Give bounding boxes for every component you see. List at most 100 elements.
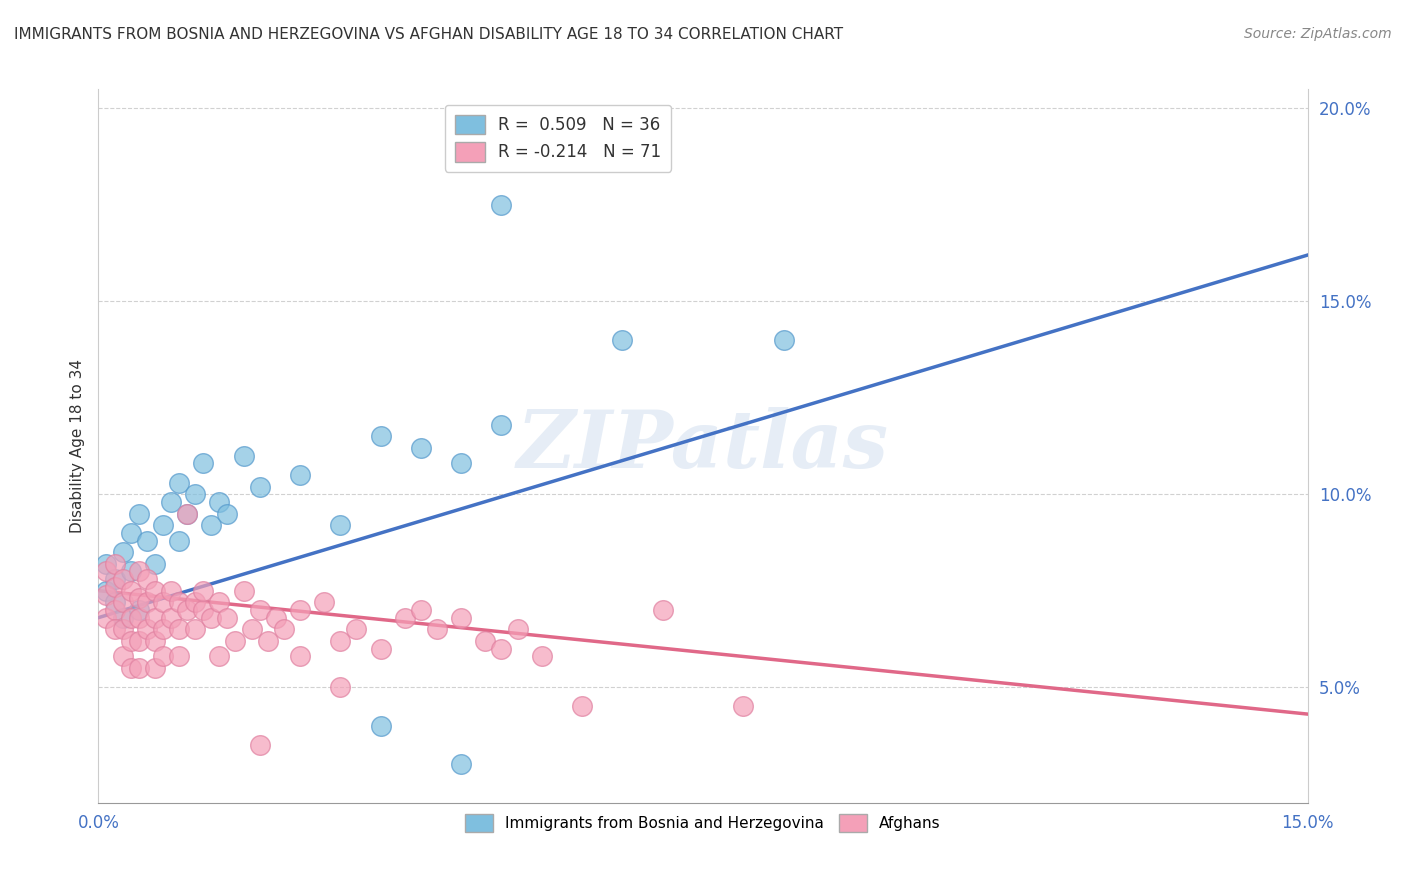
Point xyxy=(530,649,553,664)
Point xyxy=(143,610,166,624)
Point xyxy=(571,699,593,714)
Point xyxy=(370,429,392,443)
Point xyxy=(160,495,183,509)
Point xyxy=(344,622,367,636)
Point xyxy=(152,622,174,636)
Point xyxy=(120,633,142,648)
Point xyxy=(128,603,150,617)
Point xyxy=(240,622,263,636)
Point xyxy=(128,507,150,521)
Point xyxy=(208,595,231,609)
Point xyxy=(167,595,190,609)
Point xyxy=(96,587,118,601)
Point xyxy=(176,507,198,521)
Point xyxy=(120,525,142,540)
Point xyxy=(160,583,183,598)
Point xyxy=(103,557,125,571)
Point xyxy=(96,583,118,598)
Point xyxy=(111,572,134,586)
Point xyxy=(329,518,352,533)
Point xyxy=(103,572,125,586)
Point xyxy=(772,333,794,347)
Point xyxy=(120,565,142,579)
Point xyxy=(167,475,190,490)
Point xyxy=(143,661,166,675)
Point xyxy=(200,610,222,624)
Point xyxy=(128,565,150,579)
Point xyxy=(409,603,432,617)
Point xyxy=(193,603,215,617)
Point xyxy=(200,518,222,533)
Point xyxy=(249,479,271,493)
Point xyxy=(120,610,142,624)
Point xyxy=(143,583,166,598)
Point xyxy=(491,198,513,212)
Point xyxy=(491,417,513,432)
Point xyxy=(288,603,311,617)
Point xyxy=(135,572,157,586)
Point xyxy=(394,610,416,624)
Point xyxy=(152,595,174,609)
Point xyxy=(111,610,134,624)
Legend: Immigrants from Bosnia and Herzegovina, Afghans: Immigrants from Bosnia and Herzegovina, … xyxy=(460,808,946,838)
Point xyxy=(135,533,157,548)
Point xyxy=(184,487,207,501)
Point xyxy=(128,633,150,648)
Point xyxy=(450,757,472,772)
Point xyxy=(167,649,190,664)
Point xyxy=(329,633,352,648)
Point xyxy=(120,661,142,675)
Point xyxy=(217,507,239,521)
Point xyxy=(264,610,287,624)
Point xyxy=(96,557,118,571)
Point xyxy=(474,633,496,648)
Point xyxy=(288,649,311,664)
Point xyxy=(103,595,125,609)
Text: IMMIGRANTS FROM BOSNIA AND HERZEGOVINA VS AFGHAN DISABILITY AGE 18 TO 34 CORRELA: IMMIGRANTS FROM BOSNIA AND HERZEGOVINA V… xyxy=(14,27,844,42)
Point xyxy=(111,649,134,664)
Point xyxy=(128,661,150,675)
Point xyxy=(208,495,231,509)
Point xyxy=(450,610,472,624)
Point xyxy=(329,680,352,694)
Point xyxy=(103,622,125,636)
Point xyxy=(217,610,239,624)
Point xyxy=(314,595,336,609)
Text: Source: ZipAtlas.com: Source: ZipAtlas.com xyxy=(1244,27,1392,41)
Point xyxy=(224,633,246,648)
Point xyxy=(273,622,295,636)
Point xyxy=(370,641,392,656)
Point xyxy=(256,633,278,648)
Point xyxy=(120,583,142,598)
Point xyxy=(651,603,673,617)
Point xyxy=(176,507,198,521)
Point xyxy=(128,591,150,606)
Point xyxy=(491,641,513,656)
Y-axis label: Disability Age 18 to 34: Disability Age 18 to 34 xyxy=(69,359,84,533)
Point xyxy=(152,518,174,533)
Point xyxy=(506,622,529,636)
Point xyxy=(167,533,190,548)
Point xyxy=(450,456,472,470)
Point xyxy=(143,557,166,571)
Point xyxy=(232,583,254,598)
Point xyxy=(612,333,634,347)
Point xyxy=(135,622,157,636)
Point xyxy=(96,565,118,579)
Point xyxy=(612,120,634,135)
Point xyxy=(160,610,183,624)
Point xyxy=(111,545,134,559)
Point xyxy=(193,583,215,598)
Point xyxy=(135,595,157,609)
Point xyxy=(152,649,174,664)
Point xyxy=(184,622,207,636)
Point xyxy=(128,610,150,624)
Point xyxy=(249,603,271,617)
Point xyxy=(111,622,134,636)
Text: ZIPatlas: ZIPatlas xyxy=(517,408,889,484)
Point xyxy=(288,467,311,482)
Point xyxy=(249,738,271,752)
Point xyxy=(103,603,125,617)
Point xyxy=(409,441,432,455)
Point xyxy=(193,456,215,470)
